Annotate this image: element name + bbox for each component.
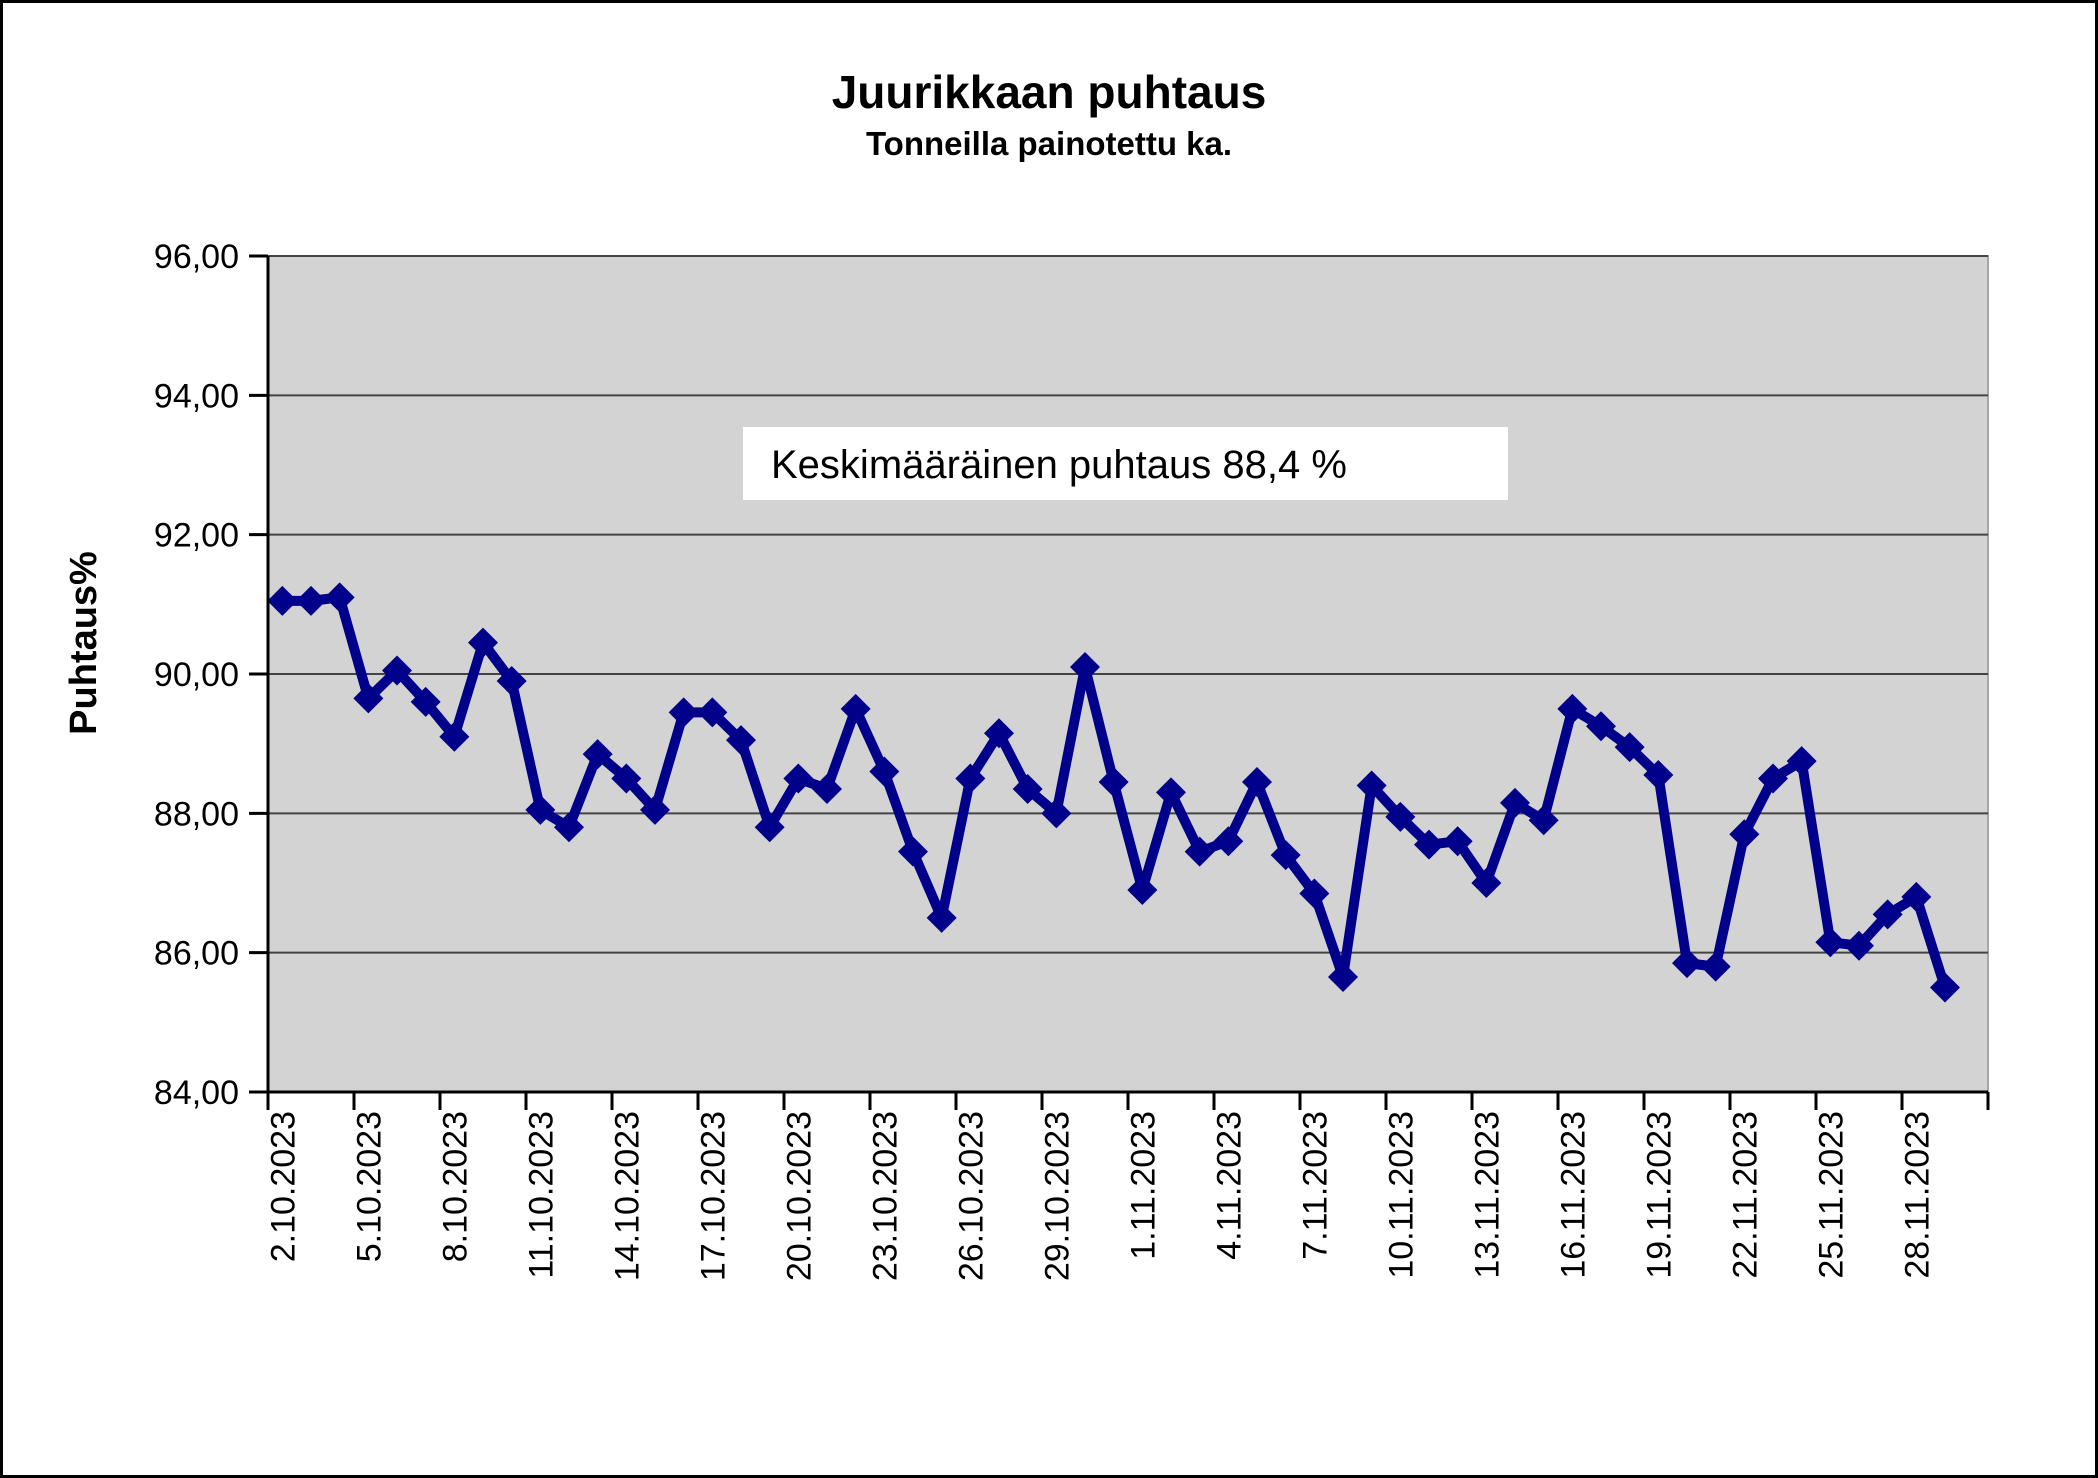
annotation-text: Keskimääräinen puhtaus 88,4 %	[771, 443, 1347, 487]
data-point-marker	[1758, 763, 1788, 794]
y-tick-label: 84,00	[154, 1074, 239, 1112]
y-tick-label: 90,00	[154, 656, 239, 694]
x-tick-label: 23.10.2023	[866, 1111, 904, 1281]
data-point-marker	[468, 627, 498, 658]
axis-ticks	[249, 254, 1990, 1110]
data-point-marker	[1127, 874, 1158, 905]
data-point-marker	[1930, 972, 1960, 1003]
data-point-marker	[525, 794, 556, 825]
data-point-marker	[296, 585, 326, 616]
y-tick-label: 86,00	[154, 935, 239, 973]
data-point-marker	[668, 697, 699, 728]
x-tick-label: 2.10.2023	[264, 1111, 302, 1262]
data-point-marker	[1471, 868, 1502, 898]
data-point-marker	[726, 725, 756, 756]
data-point-marker	[840, 693, 871, 724]
chart-subtitle: Tonneilla painotettu ka.	[866, 125, 1232, 162]
x-tick-label: 1.11.2023	[1124, 1111, 1162, 1260]
data-series	[267, 582, 1960, 1003]
data-point-marker	[1070, 652, 1100, 683]
data-point-marker	[1700, 951, 1731, 982]
data-point-marker	[582, 739, 613, 770]
data-point-marker	[1729, 819, 1760, 850]
x-tick-label: 16.11.2023	[1554, 1111, 1592, 1279]
data-point-marker	[353, 683, 384, 714]
data-point-marker	[611, 763, 642, 794]
data-point-marker	[1557, 693, 1588, 724]
y-tick-label: 94,00	[154, 377, 239, 415]
x-tick-label: 11.10.2023	[522, 1111, 560, 1279]
data-point-marker	[439, 721, 470, 752]
data-point-marker	[1844, 930, 1874, 961]
data-point-marker	[554, 812, 584, 843]
data-point-marker	[697, 697, 728, 728]
x-tick-label: 7.11.2023	[1296, 1111, 1334, 1260]
data-point-marker	[1156, 777, 1186, 808]
data-point-marker	[1098, 766, 1129, 797]
annotation-box	[743, 427, 1508, 500]
y-tick-label: 88,00	[154, 795, 239, 833]
x-tick-label: 13.11.2023	[1468, 1111, 1506, 1279]
data-point-marker	[1184, 836, 1215, 867]
data-point-marker	[1442, 826, 1473, 857]
data-point-marker	[1786, 746, 1817, 777]
x-tick-label: 22.11.2023	[1726, 1111, 1764, 1279]
data-point-marker	[1500, 787, 1530, 818]
axis-tick-labels: 96,00 94,00 92,00 90,00 88,00 86,00 84,00 2.10.…	[154, 238, 1936, 1281]
data-point-marker	[1041, 798, 1072, 829]
y-axis-title: Puhtaus%	[63, 551, 105, 735]
x-tick-label: 10.11.2023	[1382, 1111, 1420, 1279]
x-tick-label: 14.10.2023	[608, 1111, 646, 1281]
data-point-marker	[783, 763, 814, 794]
x-tick-label: 4.11.2023	[1210, 1111, 1248, 1260]
x-tick-label: 17.10.2023	[694, 1111, 732, 1281]
x-tick-label: 28.11.2023	[1898, 1111, 1936, 1279]
data-point-marker	[1901, 881, 1932, 912]
y-tick-label: 96,00	[154, 238, 239, 276]
x-tick-label: 8.10.2023	[436, 1111, 474, 1262]
y-tick-label: 92,00	[154, 517, 239, 555]
data-point-marker	[1270, 840, 1301, 871]
data-point-marker	[1614, 732, 1645, 763]
data-point-marker	[1872, 899, 1903, 930]
data-point-marker	[1356, 770, 1387, 801]
x-tick-label: 25.11.2023	[1812, 1111, 1850, 1279]
data-point-marker	[1213, 826, 1244, 857]
data-point-marker	[1586, 711, 1616, 742]
chart-title: Juurikkaan puhtaus	[832, 66, 1267, 118]
data-point-marker	[869, 756, 900, 787]
data-point-marker	[324, 582, 355, 613]
data-point-marker	[1414, 829, 1444, 860]
x-tick-label: 20.10.2023	[780, 1111, 818, 1281]
data-point-marker	[1299, 878, 1330, 909]
data-point-marker	[382, 655, 412, 686]
data-point-marker	[1528, 805, 1559, 836]
data-point-marker	[1815, 927, 1846, 958]
x-tick-label: 19.11.2023	[1640, 1111, 1678, 1279]
data-point-marker	[898, 836, 928, 867]
x-tick-label: 26.10.2023	[952, 1111, 990, 1281]
data-point-marker	[955, 763, 986, 794]
data-point-marker	[1385, 801, 1416, 832]
data-point-marker	[640, 794, 670, 825]
x-tick-label: 5.10.2023	[350, 1111, 388, 1262]
data-point-marker	[267, 585, 298, 616]
data-point-marker	[1012, 773, 1043, 804]
data-point-marker	[496, 665, 527, 696]
line-chart: 96,00 94,00 92,00 90,00 88,00 86,00 84,00 2.10.…	[63, 66, 1990, 1281]
data-point-marker	[754, 812, 785, 843]
x-tick-label: 29.10.2023	[1038, 1111, 1076, 1281]
data-point-marker	[926, 902, 957, 933]
data-point-marker	[1643, 760, 1674, 791]
data-point-marker	[812, 773, 842, 804]
data-point-marker	[410, 686, 441, 717]
data-point-marker	[1328, 962, 1358, 993]
data-point-marker	[984, 718, 1014, 749]
data-point-marker	[1242, 766, 1272, 797]
data-point-marker	[1672, 948, 1702, 979]
